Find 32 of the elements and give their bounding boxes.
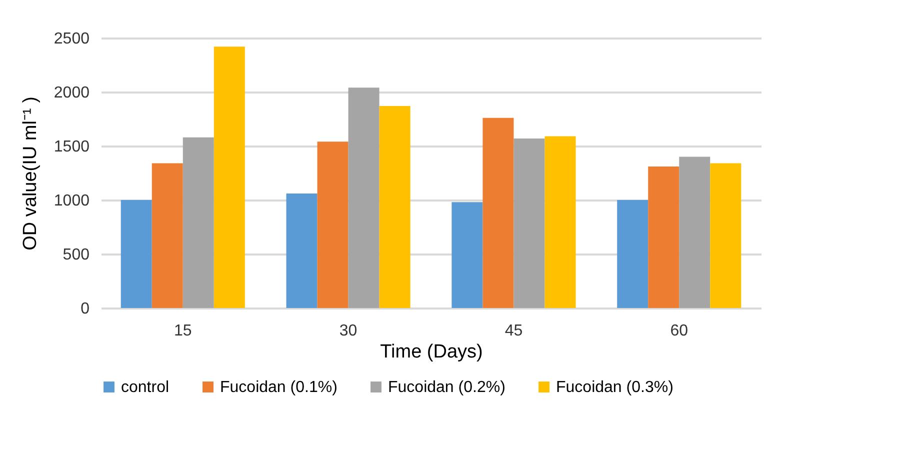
legend-label: Fucoidan (0.2%): [388, 379, 506, 396]
x-axis-title: Time (Days): [380, 342, 483, 362]
legend-label: Fucoidan (0.3%): [556, 379, 674, 396]
y-tick-label: 1500: [54, 138, 90, 156]
bar: [679, 156, 710, 308]
bar: [710, 163, 742, 308]
bar: [182, 137, 214, 308]
bar: [348, 88, 380, 308]
bar: [482, 118, 514, 308]
bar: [452, 202, 483, 308]
y-tick-label: 2000: [54, 84, 90, 102]
legend-label: control: [121, 379, 170, 396]
bar: [214, 46, 245, 308]
bar: [286, 194, 318, 308]
y-tick-label: 0: [80, 300, 90, 318]
x-tick-label: 15: [174, 322, 192, 340]
bar: [379, 106, 410, 308]
y-tick-label: 2500: [54, 30, 90, 48]
bar: [514, 138, 545, 308]
bar: [617, 200, 648, 308]
y-tick-label: 1000: [54, 192, 90, 210]
x-tick-label: 30: [339, 322, 358, 340]
bar: [152, 163, 183, 308]
y-axis-title: OD value(IU ml⁻¹ ): [20, 96, 41, 250]
legend-label: Fucoidan (0.1%): [220, 379, 338, 396]
x-tick-label: 60: [670, 322, 688, 340]
bar: [648, 166, 680, 308]
y-tick-label: 500: [62, 246, 90, 264]
x-tick-label: 45: [504, 322, 523, 340]
bar: [544, 136, 576, 308]
bar: [120, 200, 152, 308]
bar: [317, 142, 348, 308]
